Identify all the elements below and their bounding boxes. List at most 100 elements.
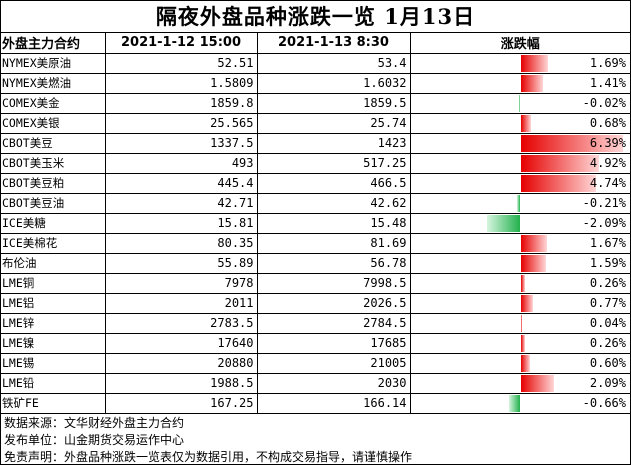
contract-name: 铁矿FE xyxy=(1,392,106,414)
contract-name: ICE美糖 xyxy=(1,212,106,234)
contract-name: 布伦油 xyxy=(1,252,106,274)
curr-price: 21005 xyxy=(256,352,411,374)
curr-price: 7998.5 xyxy=(256,272,411,294)
change-value: 0.26% xyxy=(589,276,626,290)
prev-price: 25.565 xyxy=(104,112,258,134)
table-row: LME铅 1988.5 2030 2.09% xyxy=(1,372,630,394)
prev-price: 80.35 xyxy=(104,232,258,254)
curr-price: 2030 xyxy=(256,372,411,394)
change-cell: -0.02% xyxy=(409,92,630,114)
change-cell: -0.21% xyxy=(409,192,630,214)
change-cell: 1.69% xyxy=(409,52,630,74)
contract-name: COMEX美金 xyxy=(1,92,106,114)
change-cell: 4.92% xyxy=(409,152,630,174)
change-value: -0.66% xyxy=(582,396,626,410)
curr-price: 25.74 xyxy=(256,112,411,134)
curr-price: 1423 xyxy=(256,132,411,154)
change-data-bar xyxy=(520,294,533,312)
change-value: 4.92% xyxy=(589,156,626,170)
change-data-bar xyxy=(520,334,525,352)
table-row: 布伦油 55.89 56.78 1.59% xyxy=(1,252,630,274)
change-cell: 0.60% xyxy=(409,352,630,374)
change-value: -0.21% xyxy=(582,196,626,210)
change-cell: 1.41% xyxy=(409,72,630,94)
header-curr-time: 2021-1-13 8:30 xyxy=(256,33,411,54)
curr-price: 2026.5 xyxy=(256,292,411,314)
change-value: -2.09% xyxy=(582,216,626,230)
table-row: LME铜 7978 7998.5 0.26% xyxy=(1,272,630,294)
change-cell: -0.66% xyxy=(409,392,630,414)
table-row: LME镍 17640 17685 0.26% xyxy=(1,332,630,354)
change-value: 0.26% xyxy=(589,336,626,350)
table-row: 铁矿FE 167.25 166.14 -0.66% xyxy=(1,392,630,414)
prev-price: 167.25 xyxy=(104,392,258,414)
change-value: 6.39% xyxy=(589,136,626,150)
change-data-bar xyxy=(509,394,520,412)
change-data-bar xyxy=(520,254,546,272)
header-prev-time: 2021-1-12 15:00 xyxy=(104,33,258,54)
prev-price: 2011 xyxy=(104,292,258,314)
change-value: 4.74% xyxy=(589,176,626,190)
contract-name: ICE美棉花 xyxy=(1,232,106,254)
change-cell: 4.74% xyxy=(409,172,630,194)
change-data-bar xyxy=(520,234,548,252)
quote-rows: NYMEX美原油 52.51 53.4 1.69% NYMEX美燃油 1.5809 1.60… xyxy=(1,52,630,414)
change-value: 0.77% xyxy=(589,296,626,310)
change-data-bar xyxy=(520,274,525,292)
contract-name: LME锡 xyxy=(1,352,106,374)
quote-table: 外盘主力合约 2021-1-12 15:00 2021-1-13 8:30 涨跌… xyxy=(1,33,630,414)
prev-price: 52.51 xyxy=(104,52,258,74)
change-value: -0.02% xyxy=(582,96,626,110)
contract-name: CBOT美豆粕 xyxy=(1,172,106,194)
change-cell: 0.26% xyxy=(409,332,630,354)
curr-price: 1.6032 xyxy=(256,72,411,94)
contract-name: LME铜 xyxy=(1,272,106,294)
change-data-bar xyxy=(520,354,531,372)
curr-price: 2784.5 xyxy=(256,312,411,334)
contract-name: LME锌 xyxy=(1,312,106,334)
change-value: 1.41% xyxy=(589,76,626,90)
table-row: COMEX美银 25.565 25.74 0.68% xyxy=(1,112,630,134)
prev-price: 1988.5 xyxy=(104,372,258,394)
change-data-bar xyxy=(520,314,522,332)
curr-price: 53.4 xyxy=(256,52,411,74)
prev-price: 2783.5 xyxy=(104,312,258,334)
prev-price: 1.5809 xyxy=(104,72,258,94)
prev-price: 55.89 xyxy=(104,252,258,274)
table-row: CBOT美豆粕 445.4 466.5 4.74% xyxy=(1,172,630,194)
change-cell: 1.59% xyxy=(409,252,630,274)
sheet-title: 隔夜外盘品种涨跌一览 1月13日 xyxy=(1,1,630,33)
curr-price: 42.62 xyxy=(256,192,411,214)
contract-name: NYMEX美燃油 xyxy=(1,72,106,94)
prev-price: 42.71 xyxy=(104,192,258,214)
change-cell: 2.09% xyxy=(409,372,630,394)
change-data-bar xyxy=(520,74,544,92)
table-row: ICE美棉花 80.35 81.69 1.67% xyxy=(1,232,630,254)
change-data-bar xyxy=(520,54,548,72)
contract-name: COMEX美银 xyxy=(1,112,106,134)
table-row: COMEX美金 1859.8 1859.5 -0.02% xyxy=(1,92,630,114)
curr-price: 517.25 xyxy=(256,152,411,174)
prev-price: 445.4 xyxy=(104,172,258,194)
contract-name: NYMEX美原油 xyxy=(1,52,106,74)
change-data-bar xyxy=(520,174,597,192)
header-contract: 外盘主力合约 xyxy=(1,33,106,54)
change-value: 0.04% xyxy=(589,316,626,330)
header-change: 涨跌幅 xyxy=(409,33,630,54)
change-data-bar xyxy=(520,154,600,172)
prev-price: 1859.8 xyxy=(104,92,258,114)
change-value: 1.59% xyxy=(589,256,626,270)
table-row: ICE美糖 15.81 15.48 -2.09% xyxy=(1,212,630,234)
curr-price: 166.14 xyxy=(256,392,411,414)
change-value: 0.68% xyxy=(589,116,626,130)
notes: 数据来源：文华财经外盘主力合约 发布单位：山金期货交易运作中心 免责声明：外盘品… xyxy=(1,414,630,467)
change-value: 1.67% xyxy=(589,236,626,250)
prev-price: 20880 xyxy=(104,352,258,374)
note-publisher: 发布单位：山金期货交易运作中心 xyxy=(4,432,185,447)
change-data-bar xyxy=(486,214,520,232)
prev-price: 1337.5 xyxy=(104,132,258,154)
change-value: 0.60% xyxy=(589,356,626,370)
table-row: CBOT美豆 1337.5 1423 6.39% xyxy=(1,132,630,154)
table-row: CBOT美豆油 42.71 42.62 -0.21% xyxy=(1,192,630,214)
